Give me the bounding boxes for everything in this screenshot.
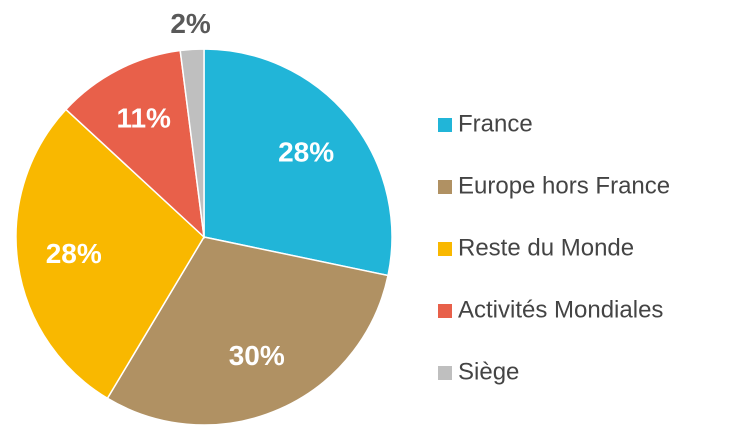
legend-swatch xyxy=(438,242,452,256)
pie-slice xyxy=(15,108,205,400)
pie-slice xyxy=(179,48,205,238)
pie-slice xyxy=(106,236,389,426)
data-label: 11% xyxy=(116,102,171,133)
data-label: 28% xyxy=(278,136,334,167)
legend-label: Europe hors France xyxy=(458,172,670,199)
legend-label: Reste du Monde xyxy=(458,234,634,261)
data-label: 28% xyxy=(46,238,102,269)
legend-swatch xyxy=(438,180,452,194)
pie-slice xyxy=(64,49,206,239)
legend-swatch xyxy=(438,366,452,380)
legend-swatch xyxy=(438,304,452,318)
legend-swatch xyxy=(438,118,452,132)
data-label: 30% xyxy=(229,340,285,371)
legend-label: Activités Mondiales xyxy=(458,296,663,323)
data-label: 2% xyxy=(170,8,211,39)
legend-label: France xyxy=(458,110,533,137)
pie-slice xyxy=(203,48,393,277)
legend-label: Siège xyxy=(458,358,519,385)
